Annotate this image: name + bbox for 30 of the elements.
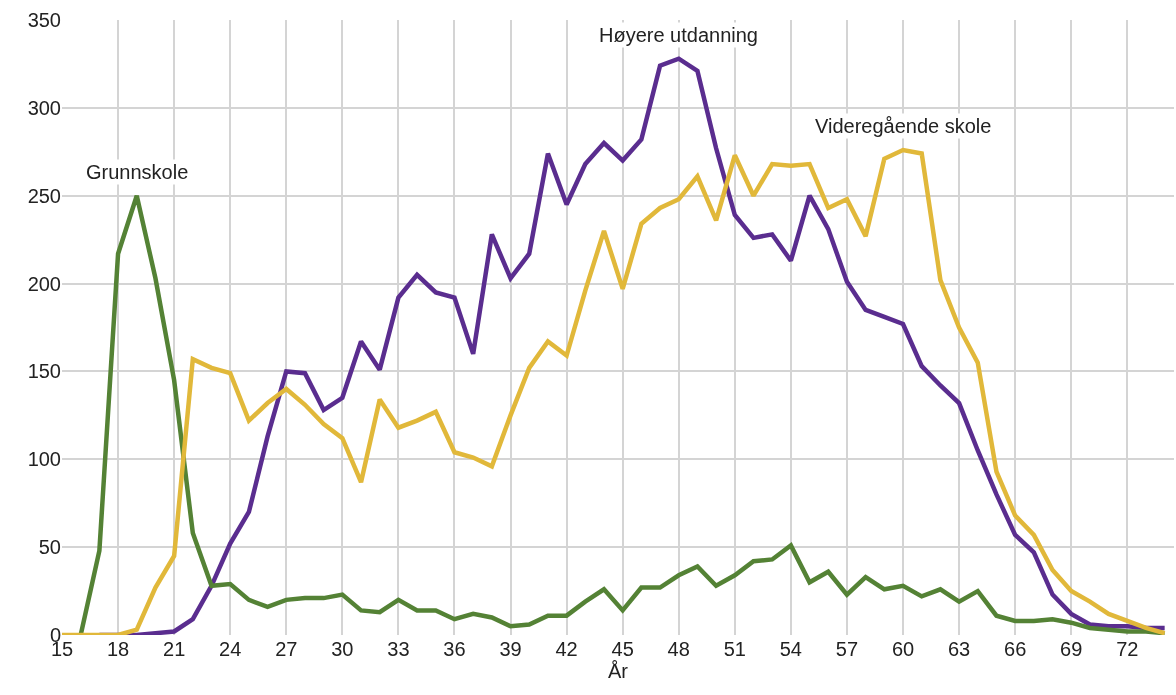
- y-tick-label: 50: [38, 536, 61, 559]
- y-tick-label: 100: [27, 448, 61, 471]
- x-tick-label: 42: [555, 638, 578, 660]
- y-tick-label: 150: [27, 360, 61, 383]
- x-tick-label: 24: [219, 638, 242, 660]
- x-tick-label: 48: [667, 638, 690, 660]
- x-tick-label: 69: [1060, 638, 1083, 660]
- y-tick-label: 350: [27, 9, 61, 31]
- x-tick-label: 72: [1116, 638, 1139, 660]
- x-axis-title: År: [608, 660, 629, 682]
- x-tick-label: 60: [891, 638, 915, 660]
- x-tick-label: 51: [723, 638, 746, 660]
- series-label: Høyere utdanning: [599, 24, 758, 46]
- series-label: Grunnskole: [86, 161, 189, 183]
- series-label: Videregående skole: [815, 115, 992, 137]
- x-tick-label: 36: [443, 638, 466, 660]
- x-tick-label: 63: [947, 638, 971, 660]
- x-tick-label: 33: [387, 638, 410, 660]
- x-tick-label: 45: [611, 638, 634, 660]
- x-tick-label: 39: [499, 638, 522, 660]
- x-tick-label: 54: [779, 638, 802, 660]
- x-tick-label: 21: [163, 638, 186, 660]
- x-tick-label: 57: [835, 638, 859, 660]
- x-tick-label: 27: [275, 638, 298, 660]
- y-tick-label: 300: [27, 96, 61, 119]
- y-tick-label: 250: [27, 184, 61, 207]
- y-tick-label: 200: [27, 272, 61, 295]
- x-tick-label: 66: [1004, 638, 1027, 660]
- x-tick-label: 30: [331, 638, 354, 660]
- x-tick-label: 18: [106, 638, 130, 660]
